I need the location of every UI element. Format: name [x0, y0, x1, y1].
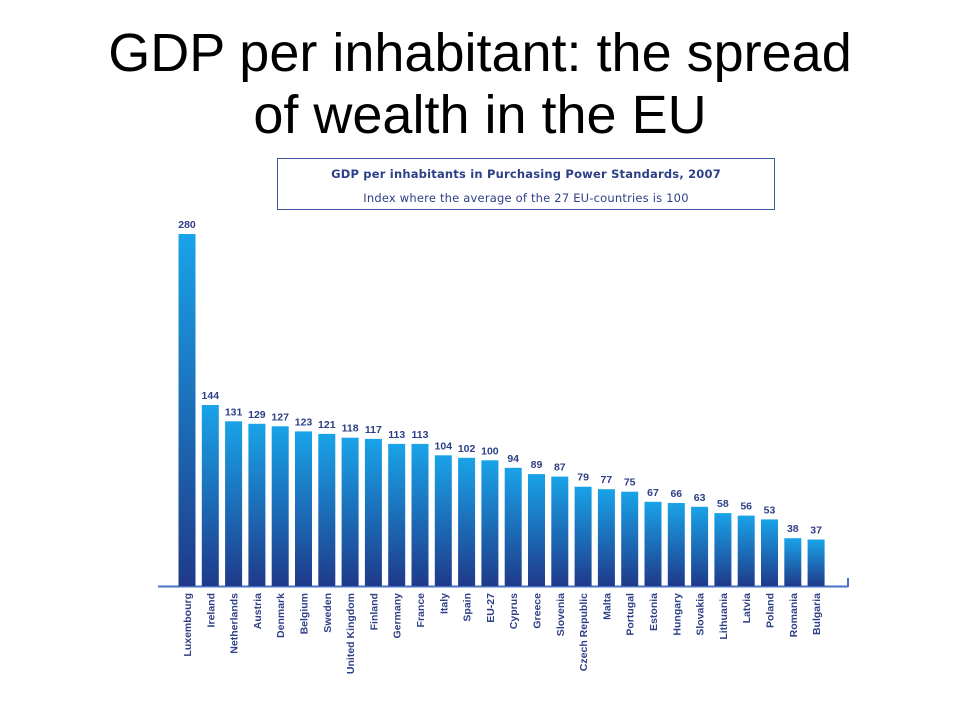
chart-title: GDP per inhabitants in Purchasing Power …: [331, 167, 721, 181]
bar-ireland: [201, 405, 219, 586]
bar-united-kingdom: [341, 437, 359, 586]
value-label: 67: [647, 487, 659, 499]
bar-latvia: [737, 515, 755, 586]
category-label: Greece: [532, 593, 544, 629]
category-label: United Kingdom: [345, 593, 357, 674]
value-label: 87: [554, 462, 566, 474]
bar-slovenia: [551, 476, 569, 586]
category-label: Romania: [788, 593, 800, 638]
bar-greece: [528, 474, 545, 586]
category-label: Slovenia: [555, 593, 567, 636]
category-label: EU-27: [485, 593, 497, 623]
bar-luxembourg: [178, 234, 196, 586]
value-label: 79: [577, 472, 589, 484]
category-label: Portugal: [625, 593, 637, 636]
value-label: 129: [248, 409, 266, 421]
bar-czech-republic: [574, 486, 592, 586]
category-label: Hungary: [671, 593, 683, 636]
value-label: 75: [624, 477, 636, 489]
value-label: 113: [412, 429, 429, 441]
value-label: 56: [740, 501, 752, 513]
bar-france: [411, 443, 429, 586]
value-label: 66: [670, 488, 682, 500]
bar-cyprus: [504, 467, 522, 586]
category-label: Luxembourg: [182, 593, 194, 657]
category-label: Bulgaria: [811, 593, 823, 635]
category-label: Finland: [368, 593, 380, 630]
bar-netherlands: [225, 421, 243, 586]
category-label: Ireland: [205, 593, 217, 627]
category-label: Slovakia: [695, 593, 707, 636]
bar-germany: [388, 443, 406, 586]
category-label: Germany: [392, 593, 404, 639]
value-label: 89: [531, 459, 543, 471]
bar-lithuania: [714, 513, 732, 586]
value-label: 123: [295, 416, 313, 428]
value-label: 280: [178, 219, 196, 231]
value-label: 118: [342, 423, 359, 435]
bar-eu-27: [481, 460, 499, 586]
value-label: 94: [507, 453, 519, 465]
bar-slovakia: [691, 506, 709, 586]
category-label: Italy: [438, 593, 450, 614]
value-label: 104: [435, 440, 453, 452]
value-label: 102: [458, 443, 476, 455]
bar-spain: [458, 457, 476, 586]
category-label: Malta: [601, 593, 613, 620]
category-label: Spain: [462, 593, 474, 622]
bar-estonia: [644, 501, 662, 586]
value-label: 144: [202, 390, 220, 402]
bar-hungary: [667, 503, 685, 586]
bar-sweden: [318, 433, 336, 586]
bar-portugal: [621, 491, 639, 586]
category-label: Denmark: [275, 593, 287, 638]
value-label: 131: [225, 406, 243, 418]
value-label: 53: [764, 504, 776, 516]
category-label: Belgium: [299, 593, 311, 634]
category-label: Czech Republic: [578, 593, 590, 671]
value-label: 58: [717, 498, 729, 510]
value-label: 100: [481, 445, 499, 457]
category-label: Cyprus: [508, 593, 520, 629]
value-label: 113: [388, 429, 405, 441]
slide-title-line1: GDP per inhabitant: the spread: [108, 23, 852, 83]
category-label: Lithuania: [718, 593, 730, 640]
value-label: 63: [694, 492, 706, 504]
bar-denmark: [271, 426, 289, 586]
value-label: 117: [365, 424, 382, 436]
bar-bulgaria: [807, 539, 825, 586]
value-label: 77: [601, 474, 613, 486]
category-label: Austria: [252, 593, 264, 629]
category-label: Poland: [765, 593, 777, 628]
bar-italy: [434, 455, 452, 586]
bar-poland: [761, 519, 778, 586]
slide-title: GDP per inhabitant: the spread of wealth…: [0, 22, 960, 146]
chart-caption-box: GDP per inhabitants in Purchasing Power …: [277, 158, 775, 210]
bar-romania: [784, 538, 802, 586]
value-label: 121: [318, 419, 336, 431]
bar-austria: [248, 423, 266, 586]
slide-title-line2: of wealth in the EU: [253, 85, 707, 145]
category-label: Estonia: [648, 593, 660, 631]
category-label: Latvia: [741, 593, 753, 624]
bar-malta: [597, 489, 615, 586]
value-label: 127: [271, 411, 289, 423]
bar-belgium: [295, 431, 312, 586]
value-label: 38: [787, 523, 799, 535]
category-label: France: [415, 593, 427, 628]
category-label: Sweden: [322, 593, 334, 633]
category-label: Netherlands: [229, 593, 241, 654]
bar-finland: [364, 438, 382, 586]
chart-subtitle: Index where the average of the 27 EU-cou…: [363, 191, 689, 205]
value-label: 37: [810, 525, 822, 537]
